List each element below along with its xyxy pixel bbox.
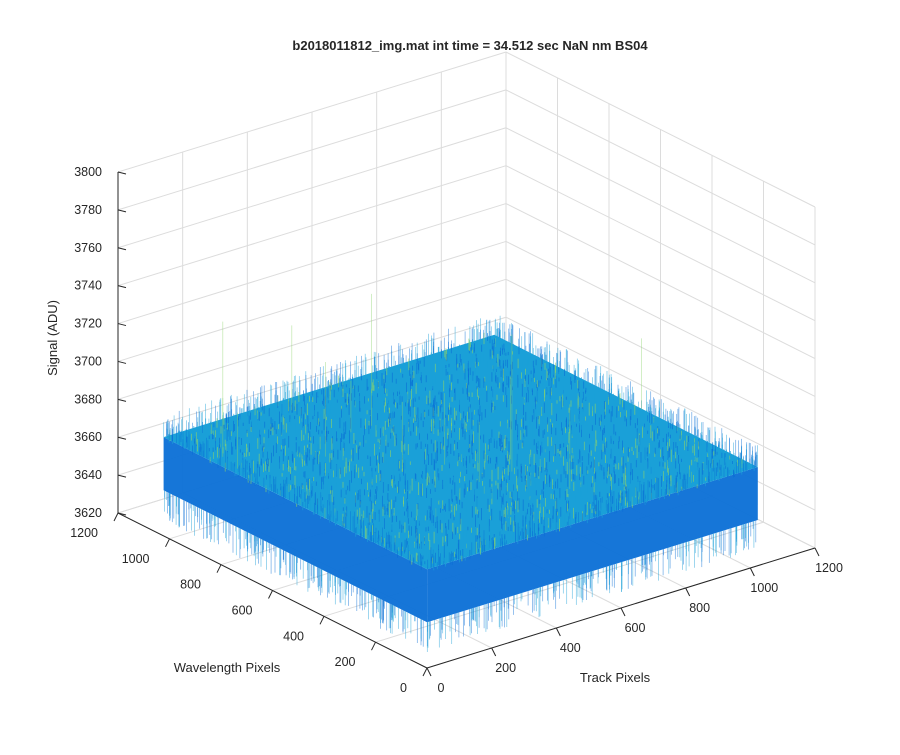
y-tick-mark <box>166 539 170 547</box>
z-tick-mark <box>118 324 126 326</box>
z-tick-mark <box>118 437 126 439</box>
z-tick-mark <box>118 210 126 212</box>
z-tick-mark <box>118 475 126 477</box>
z-tick-mark <box>118 248 126 250</box>
z-tick-mark <box>118 361 126 363</box>
y-tick-mark <box>114 513 118 521</box>
y-tick-mark <box>423 668 427 676</box>
y-tick-mark <box>217 565 221 573</box>
x-tick-mark <box>686 588 690 596</box>
z-tick-mark <box>118 286 126 288</box>
x-tick-mark <box>492 648 496 656</box>
x-tick-mark <box>621 608 625 616</box>
x-tick-mark <box>556 628 560 636</box>
y-tick-mark <box>320 616 324 624</box>
x-tick-mark <box>815 548 819 556</box>
surface <box>164 294 758 652</box>
x-tick-mark <box>750 568 754 576</box>
y-tick-mark <box>269 591 273 599</box>
x-tick-mark <box>427 668 431 676</box>
z-tick-mark <box>118 172 126 174</box>
y-tick-mark <box>372 642 376 650</box>
z-tick-mark <box>118 399 126 401</box>
